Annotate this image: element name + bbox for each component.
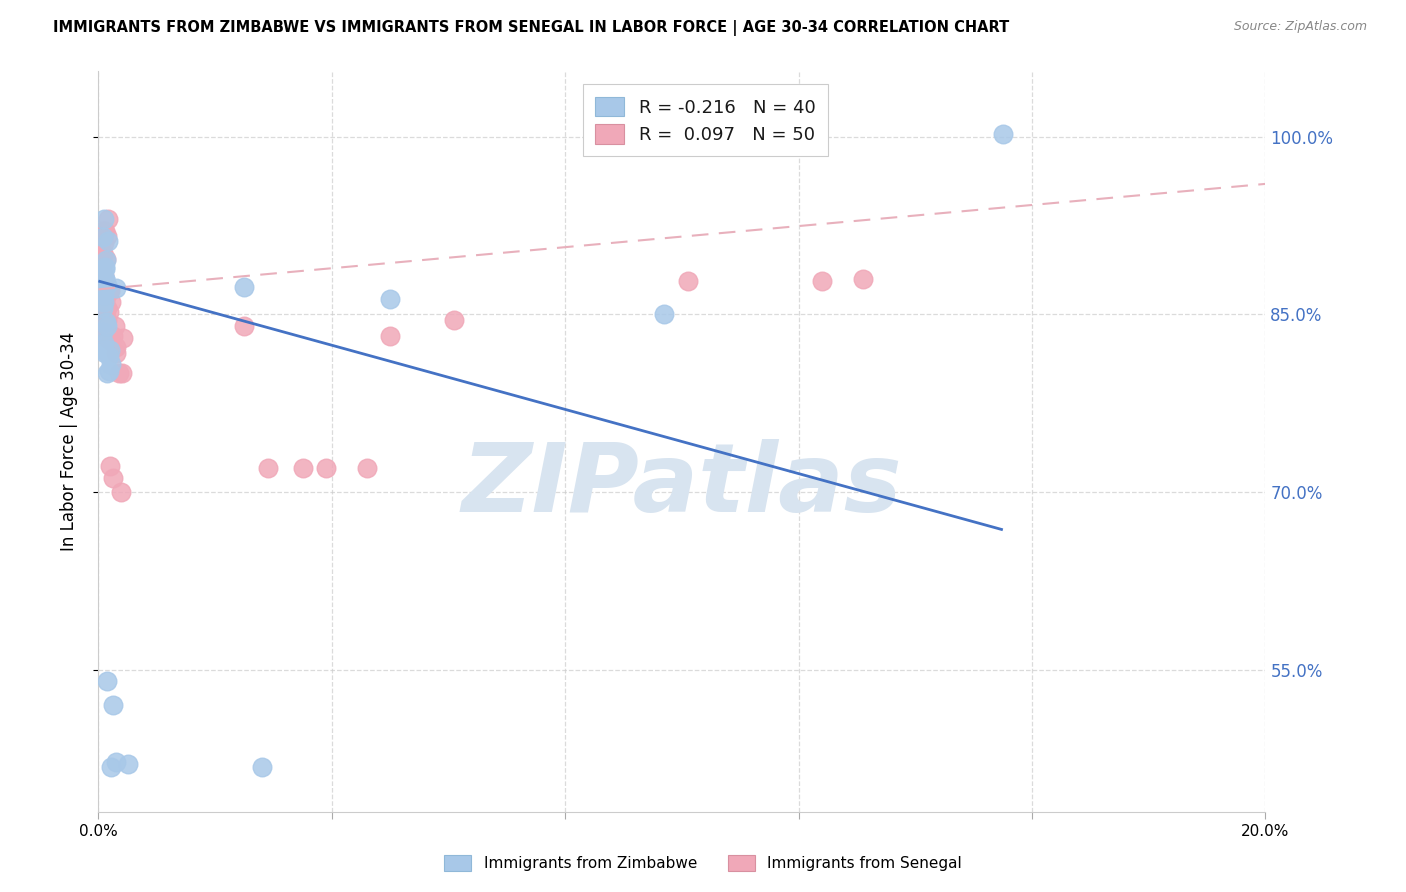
Point	[94, 319, 117, 334]
Point	[91, 269, 114, 284]
Point	[98, 284, 121, 298]
Point	[96, 313, 118, 327]
Point	[96, 331, 118, 345]
Point	[94, 224, 117, 238]
Point	[98, 343, 121, 357]
Point	[93, 236, 115, 251]
Point	[811, 274, 834, 288]
Point	[91, 281, 114, 295]
Point	[90, 275, 112, 289]
Legend: Immigrants from Zimbabwe, Immigrants from Senegal: Immigrants from Zimbabwe, Immigrants fro…	[437, 849, 969, 877]
Point	[233, 280, 256, 294]
Point	[94, 293, 117, 307]
Point	[94, 271, 117, 285]
Point	[104, 319, 127, 334]
Point	[101, 698, 124, 712]
Point	[90, 269, 112, 284]
Point	[97, 284, 120, 298]
Point	[104, 281, 127, 295]
Point	[91, 248, 114, 262]
Point	[93, 295, 115, 310]
Point	[94, 271, 117, 285]
Point	[91, 301, 114, 316]
Point	[991, 127, 1014, 141]
Text: IMMIGRANTS FROM ZIMBABWE VS IMMIGRANTS FROM SENEGAL IN LABOR FORCE | AGE 30-34 C: IMMIGRANTS FROM ZIMBABWE VS IMMIGRANTS F…	[53, 20, 1010, 36]
Point	[380, 292, 402, 306]
Point	[90, 266, 112, 280]
Point	[98, 458, 121, 473]
Point	[96, 367, 118, 381]
Point	[93, 335, 115, 350]
Point	[108, 367, 131, 381]
Point	[93, 281, 115, 295]
Legend: R = -0.216   N = 40, R =  0.097   N = 50: R = -0.216 N = 40, R = 0.097 N = 50	[582, 84, 828, 156]
Point	[101, 471, 124, 485]
Point	[110, 484, 132, 499]
Point	[94, 289, 117, 303]
Point	[94, 262, 117, 277]
Point	[654, 307, 676, 321]
Point	[111, 367, 134, 381]
Point	[96, 229, 118, 244]
Point	[104, 340, 127, 354]
Point	[96, 674, 118, 689]
Point	[94, 275, 117, 289]
Point	[94, 346, 117, 360]
Point	[443, 313, 465, 327]
Point	[94, 252, 117, 267]
Point	[94, 252, 117, 266]
Point	[91, 285, 114, 300]
Point	[93, 281, 115, 295]
Point	[94, 260, 117, 274]
Point	[356, 461, 378, 475]
Y-axis label: In Labor Force | Age 30-34: In Labor Force | Age 30-34	[59, 332, 77, 551]
Point	[117, 757, 139, 772]
Point	[111, 331, 134, 345]
Point	[97, 364, 120, 378]
Point	[315, 461, 337, 475]
Point	[97, 305, 120, 319]
Point	[91, 245, 114, 260]
Point	[100, 334, 122, 349]
Point	[93, 212, 115, 227]
Point	[94, 274, 117, 288]
Point	[90, 263, 112, 277]
Point	[96, 319, 118, 334]
Point	[250, 760, 273, 774]
Point	[93, 281, 115, 295]
Point	[91, 325, 114, 339]
Point	[676, 274, 699, 288]
Point	[91, 230, 114, 244]
Point	[96, 301, 118, 316]
Point	[291, 461, 314, 475]
Text: ZIPatlas: ZIPatlas	[461, 440, 903, 533]
Point	[91, 271, 114, 285]
Point	[93, 269, 115, 284]
Point	[93, 295, 115, 310]
Text: Source: ZipAtlas.com: Source: ZipAtlas.com	[1233, 20, 1367, 33]
Point	[101, 328, 124, 343]
Point	[380, 328, 402, 343]
Point	[104, 755, 127, 769]
Point	[104, 346, 127, 360]
Point	[93, 284, 115, 298]
Point	[100, 295, 122, 310]
Point	[100, 760, 122, 774]
Point	[93, 288, 115, 302]
Point	[97, 234, 120, 248]
Point	[233, 319, 256, 334]
Point	[94, 316, 117, 330]
Point	[93, 299, 115, 313]
Point	[97, 349, 120, 363]
Point	[100, 357, 122, 371]
Point	[93, 343, 115, 357]
Point	[96, 277, 118, 292]
Point	[852, 271, 875, 285]
Point	[91, 224, 114, 238]
Point	[97, 212, 120, 227]
Point	[256, 461, 278, 475]
